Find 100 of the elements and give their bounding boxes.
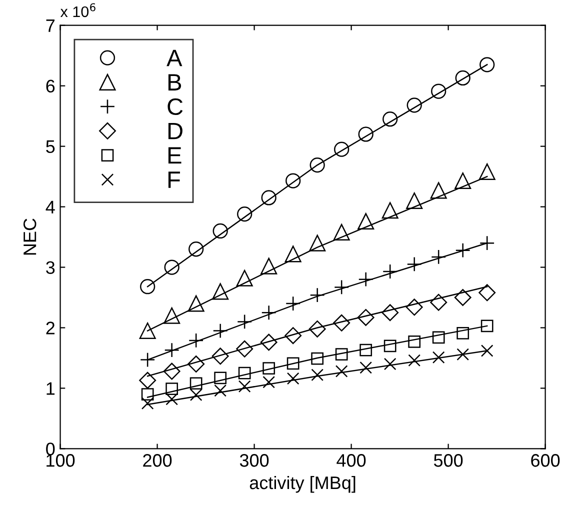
- point: [480, 236, 495, 251]
- point: [358, 213, 374, 230]
- legend-label: B: [168, 74, 182, 90]
- point: [382, 304, 399, 322]
- point: [382, 264, 398, 280]
- point: [188, 356, 205, 373]
- x-tick-label: 100: [46, 454, 75, 467]
- y-axis-title: NEC: [23, 218, 36, 255]
- point: [260, 258, 278, 274]
- point: [141, 397, 154, 410]
- point: [335, 365, 348, 378]
- point: [430, 182, 447, 199]
- x-axis-title: activity [MBq]: [250, 476, 356, 493]
- point: [308, 320, 326, 338]
- point: [212, 283, 229, 300]
- point: [478, 284, 496, 302]
- legend-label: E: [168, 147, 182, 164]
- point: [139, 372, 156, 389]
- point: [238, 366, 251, 380]
- y-tick-label: 3: [46, 261, 55, 274]
- point: [166, 382, 178, 396]
- point: [333, 314, 350, 332]
- point: [310, 157, 325, 173]
- point: [480, 344, 494, 357]
- point: [286, 372, 300, 385]
- y-tick-label: 6: [46, 80, 55, 93]
- text: x 10$^{6}$: [60, 3, 96, 18]
- point: [286, 357, 300, 370]
- point: [311, 368, 324, 382]
- point: [311, 352, 324, 365]
- point: [480, 57, 495, 72]
- point: [188, 295, 204, 312]
- x-tick-label: 200: [143, 454, 172, 467]
- point: [286, 173, 301, 188]
- legend-label: F: [168, 172, 180, 188]
- point: [309, 234, 326, 252]
- legend-label: A: [166, 50, 182, 66]
- y-tick-label: 1: [46, 382, 55, 395]
- x-tick-label: 400: [336, 454, 366, 467]
- point: [262, 376, 276, 388]
- point: [478, 163, 496, 180]
- point: [164, 260, 180, 275]
- point: [384, 340, 396, 352]
- point: [188, 332, 204, 348]
- point: [360, 361, 372, 374]
- point: [408, 354, 421, 367]
- x-tick-label: 600: [531, 454, 560, 467]
- point: [261, 190, 276, 206]
- point: [335, 348, 348, 361]
- point: [212, 348, 229, 365]
- point: [238, 380, 251, 393]
- point: [431, 84, 446, 99]
- point: [163, 362, 180, 380]
- point: [333, 224, 350, 240]
- point: [382, 112, 398, 127]
- x-tick-label: 500: [434, 454, 463, 467]
- point: [408, 335, 421, 348]
- point: [432, 331, 445, 344]
- point: [141, 388, 154, 400]
- point: [214, 372, 227, 384]
- point: [455, 70, 470, 86]
- point: [190, 388, 202, 402]
- point: [188, 242, 204, 257]
- point: [406, 298, 423, 316]
- point: [432, 351, 445, 364]
- point: [262, 362, 276, 374]
- legend-label: D: [168, 122, 182, 140]
- point: [190, 377, 202, 390]
- point: [140, 279, 156, 294]
- point: [236, 340, 254, 358]
- point: [406, 192, 423, 209]
- point: [384, 358, 396, 370]
- legend-label: C: [168, 98, 183, 116]
- point: [140, 352, 156, 368]
- point: [237, 206, 252, 222]
- y-tick-label: 4: [46, 200, 55, 214]
- point: [358, 126, 374, 142]
- y-tick-label: 5: [46, 140, 55, 154]
- point: [454, 172, 472, 190]
- point: [260, 334, 278, 351]
- y-tick-label: 7: [46, 19, 55, 32]
- x-tick-label: 300: [240, 454, 269, 467]
- point: [456, 348, 470, 361]
- y-tick-label: 0: [46, 442, 55, 456]
- point: [166, 392, 178, 406]
- point: [164, 307, 180, 324]
- point: [382, 202, 398, 219]
- point: [284, 246, 302, 262]
- point: [456, 327, 470, 340]
- point: [357, 308, 374, 326]
- point: [214, 384, 227, 397]
- point: [139, 322, 156, 340]
- point: [212, 223, 228, 239]
- point: [334, 280, 350, 295]
- point: [237, 314, 252, 330]
- point: [284, 327, 302, 344]
- point: [334, 142, 350, 157]
- point: [286, 296, 301, 312]
- point: [430, 294, 448, 311]
- point: [431, 249, 446, 265]
